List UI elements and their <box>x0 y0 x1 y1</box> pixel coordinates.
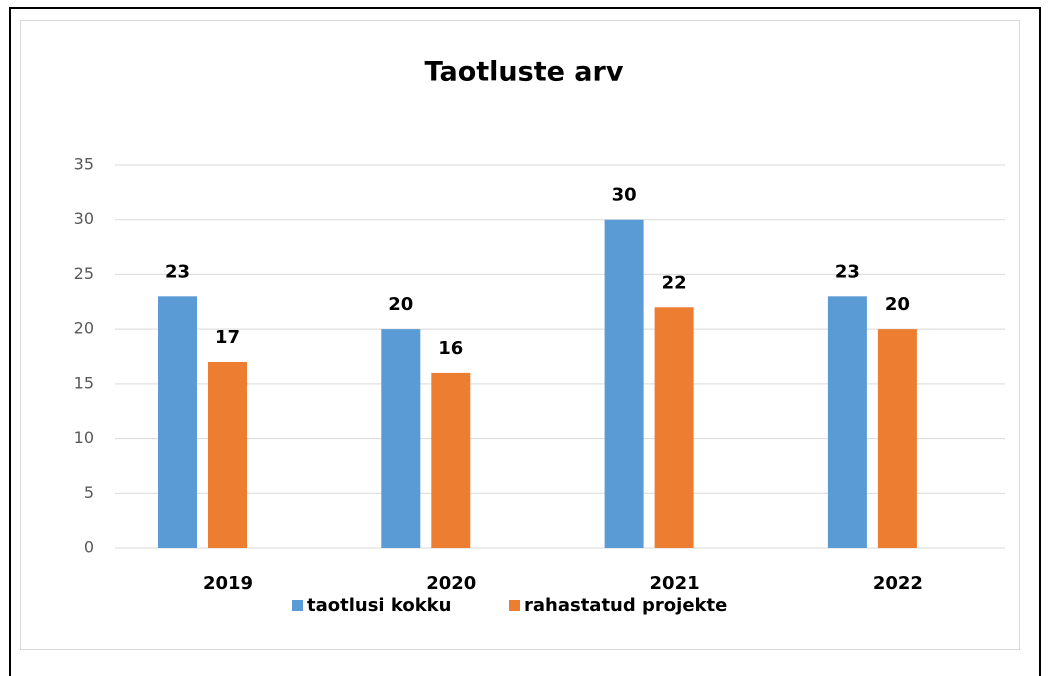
bar <box>158 296 197 548</box>
x-tick-label: 2020 <box>426 573 476 594</box>
data-label: 30 <box>612 185 637 206</box>
chart-title: Taotluste arv <box>425 57 624 88</box>
data-label: 20 <box>388 294 413 315</box>
chart-border <box>20 20 1020 650</box>
y-tick-label: 15 <box>74 373 94 392</box>
bar <box>877 329 917 548</box>
data-label: 17 <box>215 327 240 348</box>
data-label: 22 <box>662 272 687 293</box>
legend-swatch <box>509 600 520 611</box>
x-tick-label: 2021 <box>650 573 700 594</box>
x-tick-label: 2022 <box>873 573 923 594</box>
y-tick-label: 10 <box>74 428 94 447</box>
bar <box>604 219 644 548</box>
data-label: 20 <box>885 294 910 315</box>
x-tick-label: 2019 <box>203 573 253 594</box>
y-tick-label: 35 <box>74 155 94 174</box>
data-label: 16 <box>438 338 463 359</box>
legend-label: rahastatud projekte <box>524 595 727 616</box>
bar <box>431 372 471 548</box>
outer-border <box>9 7 1041 676</box>
y-tick-label: 5 <box>84 483 94 502</box>
bar <box>208 361 247 548</box>
y-tick-label: 25 <box>74 264 94 283</box>
legend-swatch <box>292 600 303 611</box>
y-tick-label: 30 <box>74 209 94 228</box>
bar <box>827 296 867 548</box>
bar <box>381 329 421 548</box>
data-label: 23 <box>835 261 860 282</box>
bar <box>654 307 694 548</box>
data-label: 23 <box>165 261 190 282</box>
legend-label: taotlusi kokku <box>307 595 451 616</box>
y-tick-label: 20 <box>74 319 94 338</box>
y-tick-label: 0 <box>84 538 94 557</box>
